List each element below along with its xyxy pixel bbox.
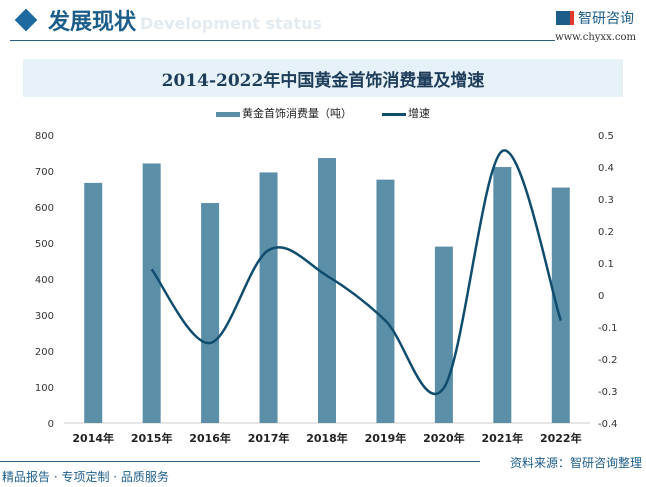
bar [493, 167, 512, 423]
legend-bar-swatch [216, 111, 240, 117]
y2-tick-label: 0 [598, 291, 604, 302]
y-tick-label: 100 [35, 383, 54, 394]
y2-tick-label: -0.1 [598, 323, 618, 334]
y-tick-label: 400 [35, 275, 54, 286]
x-tick-label: 2016年 [189, 431, 231, 445]
bar [201, 203, 220, 423]
x-tick-label: 2017年 [248, 431, 290, 445]
y-tick-label: 500 [35, 239, 54, 250]
logo-url: www.chyxx.com [555, 32, 636, 43]
bar [551, 187, 570, 423]
y-tick-label: 700 [35, 167, 54, 178]
x-tick-label: 2022年 [540, 431, 582, 445]
y2-tick-label: -0.2 [598, 355, 618, 366]
section-header: 发展现状 [12, 4, 136, 36]
bar [84, 182, 103, 423]
logo-icon [556, 11, 574, 25]
x-tick-label: 2021年 [482, 431, 524, 445]
y-tick-label: 300 [35, 311, 54, 322]
legend-bar-label: 黄金首饰消费量（吨） [242, 107, 352, 120]
legend: 黄金首饰消费量（吨） 增速 [0, 105, 646, 121]
bar [318, 158, 336, 424]
x-tick-label: 2014年 [72, 431, 114, 445]
y-tick-label: 200 [35, 347, 54, 358]
y2-tick-label: 0.2 [598, 227, 614, 238]
y-tick-label: 0 [48, 419, 54, 430]
y2-tick-label: 0.3 [598, 195, 614, 206]
y2-tick-label: 0.1 [598, 259, 614, 270]
section-subtitle-ghost: Development status [140, 14, 323, 33]
y2-tick-label: 0.5 [598, 131, 614, 142]
y2-tick-label: -0.3 [598, 387, 618, 398]
logo-name: 智研咨询 [578, 11, 634, 27]
bar [376, 179, 395, 423]
bar [259, 172, 278, 423]
header-divider [10, 40, 555, 41]
y-tick-label: 600 [35, 203, 54, 214]
x-tick-label: 2019年 [365, 431, 407, 445]
y2-tick-label: -0.4 [598, 419, 618, 430]
legend-line-swatch [382, 112, 406, 116]
chart-title: 2014-2022年中国黄金首饰消费量及增速 [23, 59, 623, 97]
legend-bar: 黄金首饰消费量（吨） [216, 105, 352, 121]
legend-line-label: 增速 [408, 107, 430, 120]
section-title: 发展现状 [48, 10, 137, 35]
source-note: 资料来源：智研咨询整理 [509, 456, 642, 470]
legend-line: 增速 [382, 105, 430, 121]
footer-divider [0, 461, 480, 462]
y-tick-label: 800 [35, 131, 54, 142]
y2-tick-label: 0.4 [598, 163, 614, 174]
x-tick-label: 2015年 [131, 431, 173, 445]
bar [434, 246, 453, 423]
logo: 智研咨询 [556, 8, 634, 28]
footer-slogan: 精品报告 · 专项定制 · 品质服务 [2, 470, 169, 484]
x-tick-label: 2020年 [423, 431, 465, 445]
x-tick-label: 2018年 [306, 431, 348, 445]
bar [142, 163, 161, 423]
